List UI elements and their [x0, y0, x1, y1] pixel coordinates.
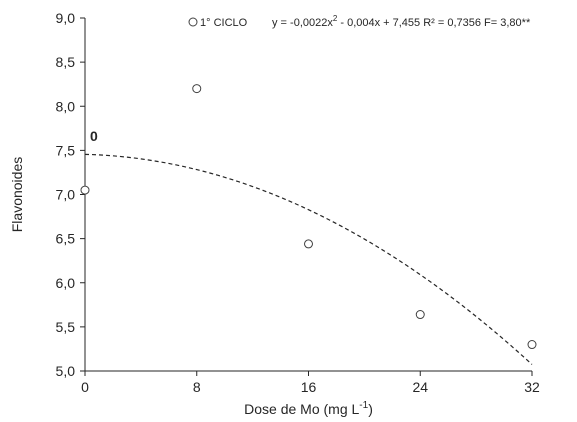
legend: 1° CICLO: [188, 17, 248, 29]
y-tick-label: 8,0: [56, 98, 76, 114]
y-axis: 5,0 5,5 6,0 6,5 7,0 7,5 8,0 8,5 9,0: [56, 10, 86, 379]
data-point: [527, 340, 537, 350]
data-point: [415, 310, 425, 320]
data-point: [80, 185, 90, 195]
data-point: [304, 239, 313, 249]
data-point: [192, 84, 202, 94]
data-points: [80, 84, 537, 350]
fit-equation-part2: - 0,004x + 7,455 R² = 0,7356 F= 3,80**: [337, 17, 531, 29]
y-tick-label: 7,5: [56, 142, 76, 158]
x-axis-title-main: Dose de Mo (mg L: [244, 401, 359, 417]
x-tick-label: 8: [193, 379, 201, 395]
x-axis-title-superscript: -1: [359, 400, 368, 411]
y-tick-label: 5,5: [56, 319, 76, 335]
x-axis: 0 8 16 24 32: [81, 370, 540, 395]
fit-line: [84, 153, 533, 365]
y-tick-label: 6,5: [56, 231, 76, 247]
y-tick-label: 7,0: [56, 187, 76, 203]
fit-equation-superscript: 2: [333, 14, 338, 23]
x-tick-label: 24: [412, 379, 428, 395]
y-tick-label: 8,5: [56, 54, 76, 70]
x-axis-title: Dose de Mo (mg L-1): [244, 400, 373, 417]
x-axis-title-close: ): [368, 401, 373, 417]
legend-marker-icon: [188, 17, 198, 27]
fit-equation-part1: y = -0,0022x: [272, 17, 333, 29]
annotation-label: 0: [90, 128, 98, 144]
y-axis-title: Flavonoides: [9, 157, 25, 233]
fit-line-group: [84, 153, 533, 365]
y-tick-label: 5,0: [56, 363, 76, 379]
x-tick-label: 0: [81, 379, 89, 395]
y-tick-label: 6,0: [56, 275, 76, 291]
x-tick-label: 16: [301, 379, 317, 395]
x-tick-label: 32: [524, 379, 540, 395]
fit-equation: y = -0,0022x2 - 0,004x + 7,455 R² = 0,73…: [272, 14, 531, 29]
y-tick-label: 9,0: [56, 10, 76, 26]
legend-series-name: 1° CICLO: [200, 17, 248, 29]
